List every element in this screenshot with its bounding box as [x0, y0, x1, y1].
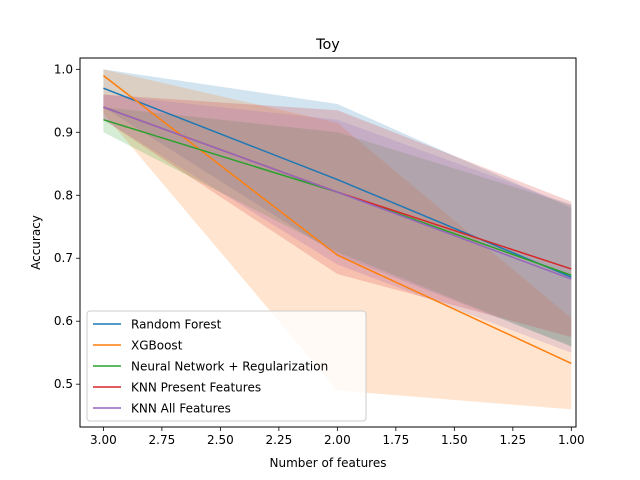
line-random-forest — [103, 87, 572, 278]
legend-label: KNN Present Features — [131, 381, 261, 395]
legend: Random Forest XGBoost Neural Network + Reg… — [86, 310, 367, 422]
y-tick-label: 0.7 — [54, 251, 73, 265]
y-tick-label: 1.0 — [54, 62, 73, 76]
x-tick-label: 1.00 — [558, 433, 585, 447]
series-lines — [102, 75, 572, 365]
band-random-forest — [103, 69, 572, 347]
x-axis-ticks: 3.00 2.75 2.50 2.25 2.00 1.75 1.50 1.25 1.00 — [90, 427, 585, 447]
y-axis-ticks: 0.5 0.6 0.7 0.8 0.9 1.0 — [54, 62, 80, 391]
legend-label: Neural Network + Regularization — [131, 360, 328, 374]
x-tick-label: 2.25 — [266, 433, 293, 447]
y-axis-label: Accuracy — [29, 215, 43, 270]
legend-box — [86, 310, 367, 422]
x-tick-label: 1.50 — [441, 433, 468, 447]
x-tick-label: 2.00 — [324, 433, 351, 447]
legend-label: XGBoost — [131, 339, 183, 353]
band-knn-present-features — [103, 94, 572, 337]
legend-label: Random Forest — [131, 318, 222, 332]
y-tick-label: 0.5 — [54, 377, 73, 391]
y-tick-label: 0.8 — [54, 188, 73, 202]
x-tick-label: 3.00 — [90, 433, 117, 447]
x-tick-label: 1.75 — [382, 433, 409, 447]
band-knn-all-features — [103, 94, 572, 353]
x-tick-label: 2.50 — [207, 433, 234, 447]
legend-label: KNN All Features — [131, 402, 231, 416]
plot-frame — [79, 57, 577, 428]
chart-title: Toy — [315, 37, 340, 53]
x-axis-label: Number of features — [270, 456, 387, 470]
x-tick-label: 1.25 — [499, 433, 526, 447]
confidence-bands — [103, 69, 572, 410]
band-neural-network-regularization — [103, 107, 572, 347]
band-xgboost — [103, 69, 572, 410]
line-knn-all-features — [103, 106, 572, 280]
y-tick-label: 0.9 — [54, 125, 73, 139]
x-tick-label: 2.75 — [149, 433, 176, 447]
y-tick-label: 0.6 — [54, 314, 73, 328]
